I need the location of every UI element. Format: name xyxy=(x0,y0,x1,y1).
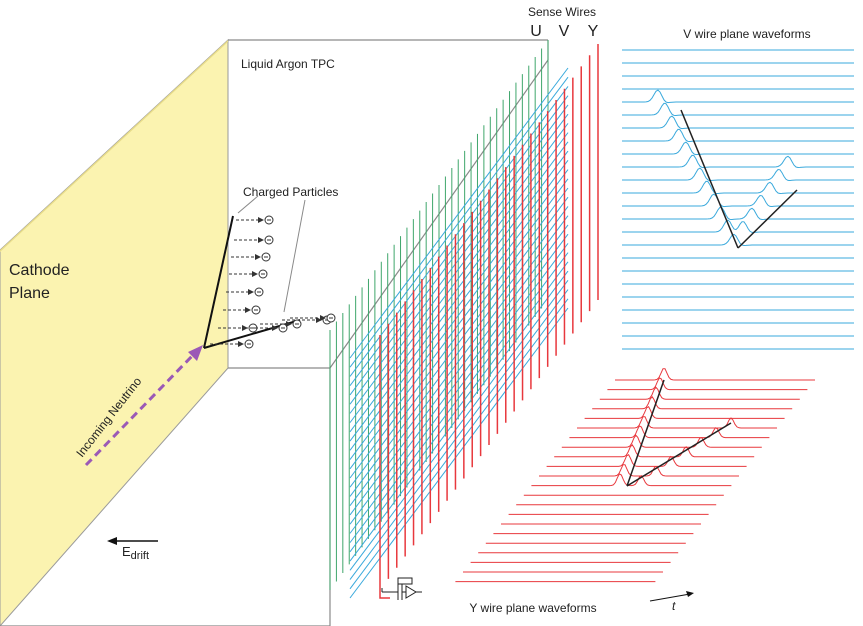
edrift-subscript: drift xyxy=(131,550,149,562)
drift-arrowhead xyxy=(272,325,278,331)
edrift-arrowhead xyxy=(107,537,117,545)
drift-arrowhead xyxy=(255,254,261,260)
wire-u-label: U xyxy=(530,23,542,40)
edrift-label: Edrift xyxy=(122,544,149,562)
y-waveform-trace xyxy=(554,443,755,458)
edrift-main: E xyxy=(122,544,131,559)
y-wire-plane xyxy=(379,44,599,599)
v-wire xyxy=(349,67,569,359)
y-waveform-tracks xyxy=(626,379,732,487)
time-axis-arrow xyxy=(649,593,691,602)
charged-particles-label: Charged Particles xyxy=(243,185,338,199)
v-waveform-trace xyxy=(622,102,854,117)
drift-arrowhead xyxy=(245,307,251,313)
y-waveform-trace xyxy=(592,395,793,410)
neutrino-arrowhead xyxy=(188,345,203,361)
y-waveform-trace xyxy=(531,473,732,487)
cathode-side xyxy=(0,40,228,252)
neutrino-arrow xyxy=(84,351,197,467)
y-wire-readout-lead xyxy=(379,590,390,599)
readout-electronics-icon xyxy=(381,577,422,600)
drift-arrowhead xyxy=(248,289,254,295)
v-waveform-tracks xyxy=(680,109,798,249)
v-waveforms xyxy=(622,49,854,350)
cathode-plane xyxy=(0,38,229,626)
v-waveforms-label: V wire plane waveforms xyxy=(683,27,810,41)
v-waveform-trace xyxy=(622,128,854,143)
y-waveform-trace xyxy=(561,434,762,448)
v-waveform-trace xyxy=(622,193,854,208)
drift-arrowhead xyxy=(320,315,326,321)
tpc-label: Liquid Argon TPC xyxy=(241,57,335,71)
charged-particles-pointers xyxy=(237,195,306,313)
drift-arrowhead xyxy=(238,341,244,347)
v-wire xyxy=(349,76,569,368)
y-waveform-trace xyxy=(615,368,815,381)
y-waveform-trace xyxy=(599,386,800,400)
v-waveform-trace xyxy=(622,180,854,195)
cathode-label-line1: Cathode xyxy=(9,262,70,279)
time-axis-arrowhead xyxy=(686,591,694,597)
v-waveform-trace xyxy=(622,141,854,156)
v-waveform-trace xyxy=(622,167,854,182)
drift-arrowhead xyxy=(252,271,258,277)
v-waveform-trace xyxy=(622,89,854,104)
v-waveform-trace xyxy=(622,219,854,234)
v-waveform-trace xyxy=(622,154,854,169)
u-wire-plane xyxy=(329,40,549,590)
drift-arrowhead xyxy=(258,217,264,223)
y-waveform-trace xyxy=(569,425,770,439)
y-waveform-trace xyxy=(539,464,739,477)
drift-arrowhead xyxy=(258,237,264,243)
drift-arrowhead xyxy=(286,321,292,327)
track-1 xyxy=(203,215,234,349)
v-waveform-trace xyxy=(622,233,854,247)
sense-wires-label: Sense Wires xyxy=(528,5,596,19)
v-waveform-trace xyxy=(622,206,854,221)
y-waveform-trace xyxy=(584,406,785,419)
y-waveform-trace xyxy=(577,416,777,429)
v-waveform-trace xyxy=(622,115,854,130)
y-waveforms-label: Y wire plane waveforms xyxy=(469,601,596,615)
y-waveform-trace xyxy=(607,377,808,391)
cathode-label-line2: Plane xyxy=(9,285,50,302)
wire-y-label: Y xyxy=(588,23,599,40)
wire-v-label: V xyxy=(559,23,570,40)
drift-electrons xyxy=(210,215,336,349)
y-waveform-trace xyxy=(546,454,747,467)
y-waveforms xyxy=(455,368,815,583)
time-axis-label: t xyxy=(672,599,676,613)
